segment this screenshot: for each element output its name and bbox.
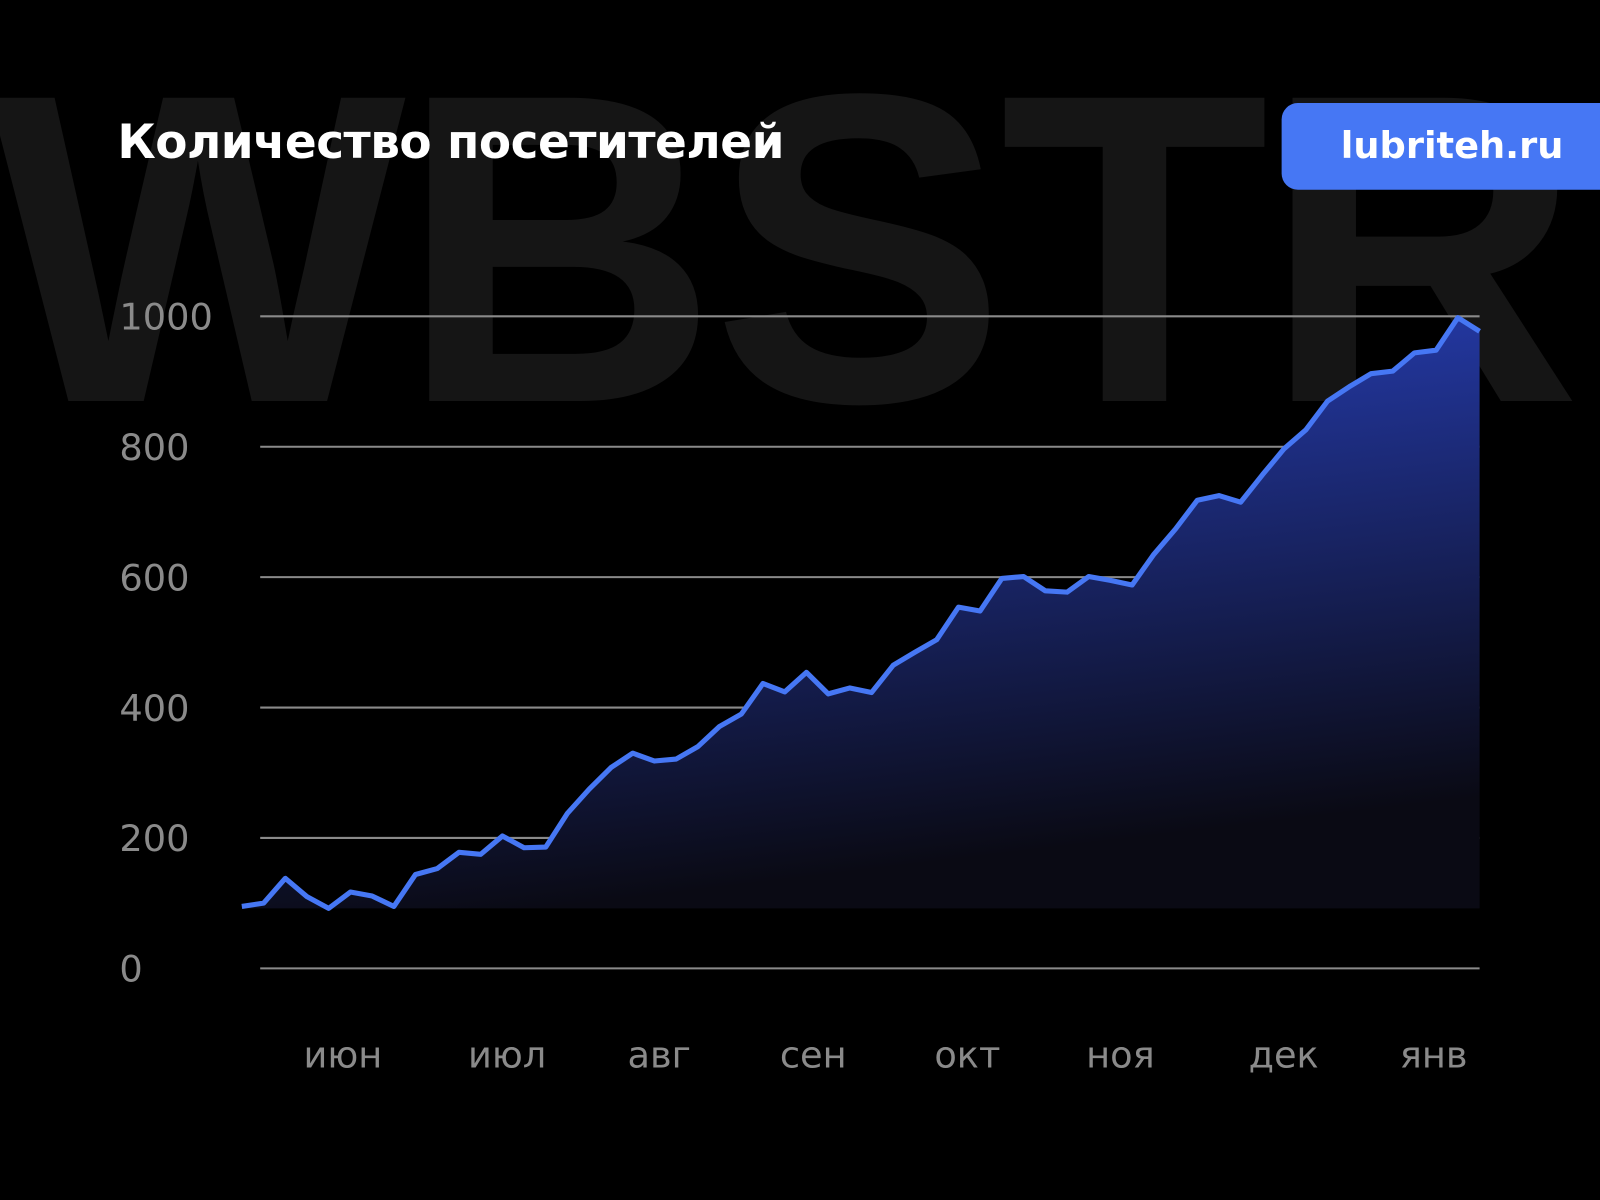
watermark: WBSTR (0, 2, 1581, 495)
y-tick-label: 800 (119, 426, 189, 469)
series-line (241, 315, 1481, 911)
chart-title: Количество посетителей (117, 114, 784, 170)
y-tick-label: 600 (119, 556, 189, 599)
y-tick-label: 200 (119, 817, 189, 860)
x-tick-label: авг (627, 1033, 690, 1076)
area-fill (241, 317, 1480, 909)
x-tick-label: июл (468, 1033, 546, 1076)
x-tick-label: июн (303, 1033, 382, 1076)
y-tick-label: 0 (119, 948, 142, 991)
x-tick-label: окт (934, 1033, 1000, 1076)
y-tick-label: 1000 (119, 296, 212, 339)
site-badge: lubriteh.ru (1281, 103, 1600, 190)
x-tick-label: ноя (1086, 1033, 1155, 1076)
x-tick-label: дек (1249, 1033, 1319, 1076)
x-tick-label: сен (780, 1033, 847, 1076)
x-tick-label: янв (1400, 1033, 1468, 1076)
y-tick-label: 400 (119, 687, 189, 730)
